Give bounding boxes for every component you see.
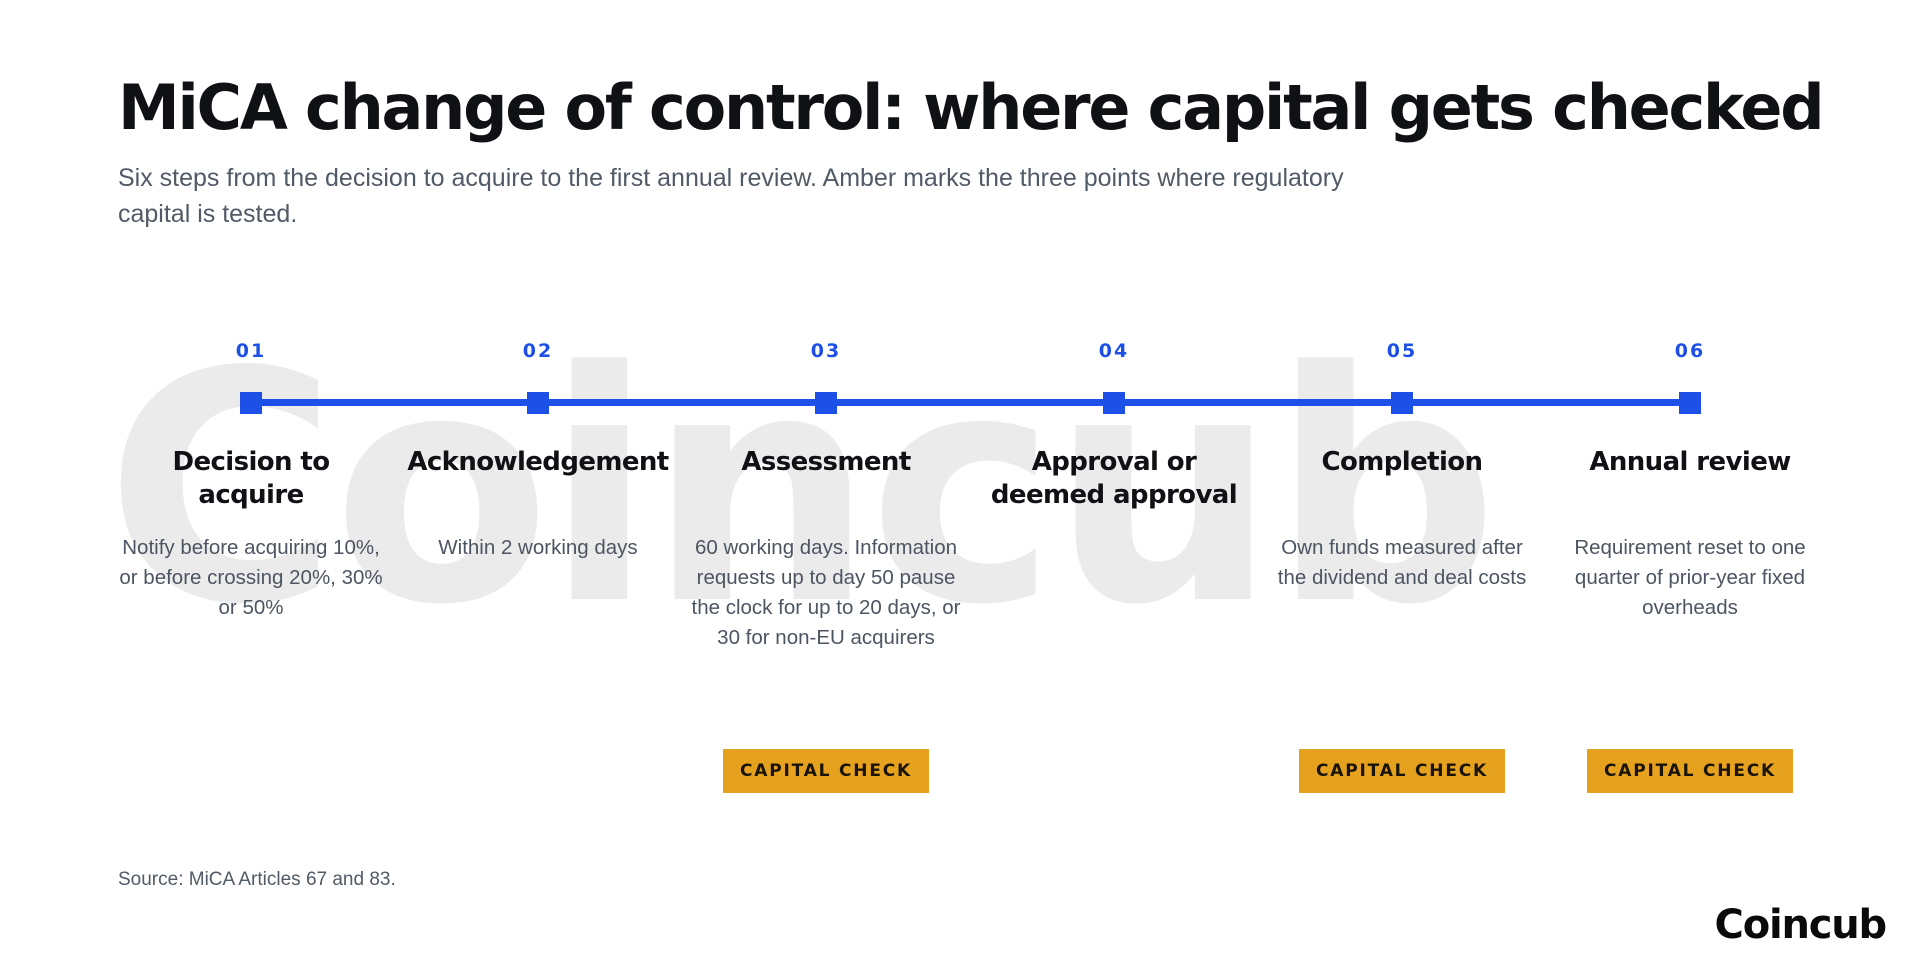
- step-marker: [1391, 392, 1413, 414]
- capital-check-badge: CAPITAL CHECK: [1587, 749, 1793, 793]
- page-title: MiCA change of control: where capital ge…: [118, 71, 1825, 144]
- step-title: Assessment: [741, 447, 911, 477]
- capital-check-badge: CAPITAL CHECK: [723, 749, 929, 793]
- step-marker: [815, 392, 837, 414]
- step-marker: [1103, 392, 1125, 414]
- step-title: Approval or deemed approval: [990, 447, 1238, 510]
- step-marker: [1679, 392, 1701, 414]
- step-description: Within 2 working days: [438, 536, 638, 559]
- step-description: Own funds measured after the dividend an…: [1277, 536, 1527, 589]
- step-number: 02: [522, 340, 554, 362]
- coincub-logo: Coincub: [1714, 902, 1888, 948]
- timeline-line: [250, 399, 1684, 406]
- step-description: 60 working days. Information requests up…: [691, 536, 961, 649]
- source-note: Source: MiCA Articles 67 and 83.: [118, 869, 396, 890]
- step-title: Annual review: [1589, 447, 1791, 477]
- capital-check-badge: CAPITAL CHECK: [1299, 749, 1505, 793]
- step-number: 06: [1674, 340, 1706, 362]
- step-marker: [527, 392, 549, 414]
- coincub-watermark: Coincub: [105, 304, 1499, 674]
- page-subtitle: Six steps from the decision to acquire t…: [118, 164, 1344, 228]
- step-number: 05: [1386, 340, 1418, 362]
- step-number: 03: [810, 340, 842, 362]
- step-number: 01: [235, 340, 267, 362]
- step-description: Requirement reset to one quarter of prio…: [1574, 536, 1806, 619]
- step-title: Acknowledgement: [407, 447, 669, 477]
- step-marker: [240, 392, 262, 414]
- step-title: Completion: [1321, 447, 1484, 477]
- step-title: Decision to acquire: [172, 447, 330, 510]
- step-description: Notify before acquiring 10%, or before c…: [119, 536, 383, 619]
- step-number: 04: [1098, 340, 1130, 362]
